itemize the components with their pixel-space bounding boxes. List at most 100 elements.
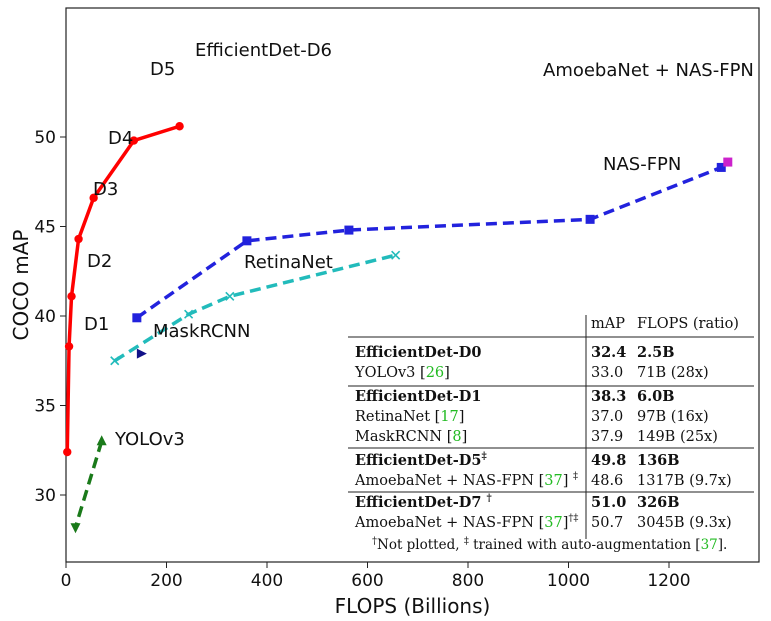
table-row: AmoebaNet + NAS-FPN [37] ‡ 48.6 1317B (9…	[354, 471, 732, 489]
data-point	[184, 309, 194, 319]
label-d6: EfficientDet-D6	[195, 40, 332, 61]
table-header-map: mAP	[591, 316, 625, 332]
row-map: 37.9	[591, 429, 623, 445]
label-d2: D2	[87, 251, 112, 272]
row-flops: 2.5B	[637, 344, 674, 361]
data-point	[110, 356, 120, 366]
series-line	[65, 124, 181, 453]
series-amoebanet-nas-fpn	[723, 157, 733, 167]
x-axis-label: FLOPS (Billions)	[335, 594, 491, 618]
table-footnote: †Not plotted, ‡ trained with auto-augmen…	[372, 536, 727, 553]
row-ref: 8	[452, 429, 461, 445]
svg-text:RetinaNet [17]: RetinaNet [17]	[355, 409, 464, 425]
label-retinanet: RetinaNet	[244, 252, 333, 273]
row-name: RetinaNet	[355, 409, 435, 425]
table-row: EfficientDet-D0 32.4 2.5B	[355, 344, 674, 361]
row-name: AmoebaNet + NAS-FPN	[354, 515, 539, 531]
row-ref: 17	[440, 409, 458, 425]
row-sup: †‡	[568, 513, 578, 524]
data-point	[70, 523, 81, 534]
data-point	[74, 234, 83, 244]
row-flops: 1317B (9.7x)	[637, 473, 732, 489]
svg-text:AmoebaNet + NAS-FPN [37]†‡: AmoebaNet + NAS-FPN [37]†‡	[354, 513, 578, 531]
x-tick-label: 800	[452, 571, 484, 591]
data-point	[585, 214, 595, 224]
y-tick-label: 40	[34, 307, 56, 327]
y-tick-label: 45	[34, 218, 56, 238]
table-row: RetinaNet [17] 37.0 97B (16x)	[355, 409, 709, 425]
row-ref: 37	[544, 515, 562, 531]
row-flops: 3045B (9.3x)	[637, 515, 732, 531]
x-tick-label: 1000	[547, 571, 590, 591]
row-map: 32.4	[591, 344, 626, 361]
x-tick-label: 0	[61, 571, 72, 591]
svg-text:AmoebaNet + NAS-FPN [37] ‡: AmoebaNet + NAS-FPN [37] ‡	[354, 471, 578, 489]
x-tick-label: 200	[150, 571, 182, 591]
table-row: EfficientDet-D1 38.3 6.0B	[355, 388, 674, 405]
label-yolov3: YOLOv3	[114, 429, 185, 450]
svg-text:EfficientDet-D1: EfficientDet-D1	[355, 388, 481, 405]
row-name: EfficientDet-D7	[355, 494, 487, 511]
row-map: 51.0	[591, 494, 626, 511]
y-axis-label: COCO mAP	[9, 230, 33, 341]
results-table: mAP FLOPS (ratio) EfficientDet-D0 32.4 2…	[348, 315, 754, 553]
svg-text:EfficientDet-D7 †: EfficientDet-D7 †	[355, 493, 492, 511]
x-tick-label: 1200	[647, 571, 690, 591]
series-line	[135, 165, 722, 320]
row-map: 50.7	[591, 515, 623, 531]
svg-text:MaskRCNN [8]: MaskRCNN [8]	[355, 429, 467, 445]
series-layer	[63, 122, 733, 534]
row-name: MaskRCNN	[355, 429, 447, 445]
data-point	[716, 162, 726, 172]
table-row: MaskRCNN [8] 37.9 149B (25x)	[355, 429, 718, 445]
row-name: EfficientDet-D5	[355, 452, 481, 469]
row-map: 49.8	[591, 452, 626, 469]
data-point	[129, 136, 139, 145]
data-point	[64, 342, 74, 351]
data-point	[242, 236, 252, 246]
row-sup: ‡	[481, 451, 486, 462]
label-amoebanet: AmoebaNet + NAS-FPN	[543, 60, 754, 81]
label-d4: D4	[108, 128, 133, 149]
label-d1: D1	[84, 314, 109, 335]
data-point	[175, 122, 184, 131]
data-point	[67, 292, 76, 301]
row-flops: 6.0B	[637, 388, 674, 405]
data-point	[225, 291, 235, 301]
label-maskrcnn: MaskRCNN	[153, 321, 250, 342]
svg-text:YOLOv3 [26]: YOLOv3 [26]	[354, 365, 450, 381]
row-flops: 71B (28x)	[637, 365, 709, 381]
row-ref: 37	[544, 473, 562, 489]
series-retinanet	[110, 250, 401, 366]
table-row: AmoebaNet + NAS-FPN [37]†‡ 50.7 3045B (9…	[354, 513, 732, 531]
row-flops: 97B (16x)	[637, 409, 709, 425]
axes: 0 200 400 600 800 1000 1200 30 35 40 45 50 FLOPS (Bi…	[9, 128, 691, 618]
plot-frame	[65, 7, 760, 563]
series-line	[73, 440, 104, 528]
row-sup: †	[487, 493, 492, 504]
x-tick-label: 400	[251, 571, 283, 591]
label-nasfpn: NAS-FPN	[603, 154, 681, 175]
data-point	[344, 225, 354, 235]
row-flops: 149B (25x)	[637, 429, 718, 445]
series-nas-fpn	[132, 162, 726, 323]
label-d3: D3	[93, 179, 118, 200]
row-name: EfficientDet-D0	[355, 344, 481, 361]
y-tick-label: 35	[34, 397, 56, 417]
y-tick-label: 50	[34, 128, 56, 148]
table-row: EfficientDet-D5‡ 49.8 136B	[355, 451, 680, 469]
label-d5: D5	[150, 59, 175, 80]
series-yolov3	[70, 435, 107, 534]
data-point	[391, 250, 401, 260]
data-point	[89, 193, 98, 203]
row-map: 37.0	[591, 409, 623, 425]
table-row: YOLOv3 [26] 33.0 71B (28x)	[354, 365, 709, 381]
table-row: EfficientDet-D7 † 51.0 326B	[355, 493, 680, 511]
row-map: 38.3	[591, 388, 626, 405]
table-header-flops: FLOPS (ratio)	[637, 316, 739, 332]
row-name: AmoebaNet + NAS-FPN	[354, 473, 539, 489]
series-line	[113, 253, 397, 363]
row-name: YOLOv3	[354, 365, 420, 381]
y-tick-label: 30	[34, 486, 56, 506]
